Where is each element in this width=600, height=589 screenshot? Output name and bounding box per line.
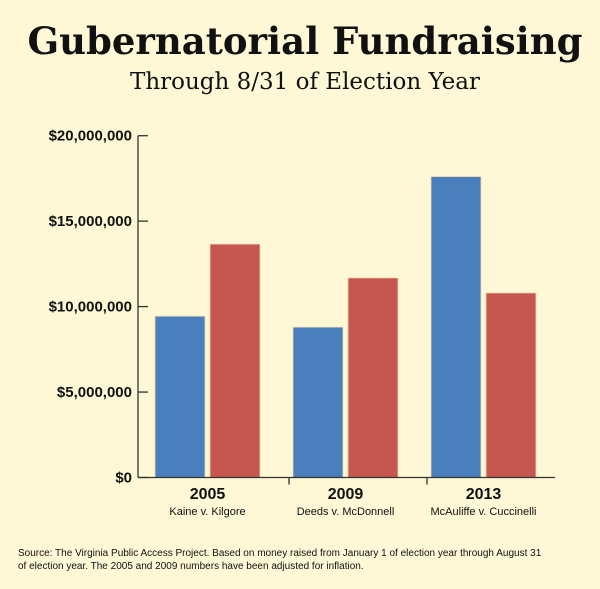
x-tick-label: 2013 [466,486,502,503]
y-tick-label: $0 [115,470,132,487]
bar-2005-democrat [154,315,206,478]
source-note-line-2: of election year. The 2005 and 2009 numb… [18,561,364,572]
bar-2013-democrat [430,176,482,478]
y-tick-label: $20,000,000 [49,128,132,145]
y-tick-label: $10,000,000 [49,299,132,316]
x-tick-sublabel: Deeds v. McDonnell [297,506,395,518]
x-tick-label: 2005 [190,486,226,503]
bar-2005-republican [209,243,261,478]
bar-2009-democrat [292,326,344,478]
y-tick-label: $15,000,000 [49,213,132,230]
bar-2009-republican [347,277,399,478]
y-tick-label: $5,000,000 [57,384,132,401]
bar-2013-republican [485,292,537,478]
x-tick-sublabel: Kaine v. Kilgore [169,506,245,518]
source-note-line-1: Source: The Virginia Public Access Proje… [18,548,542,559]
chart-title: Gubernatorial Fundraising [28,19,583,63]
chart-subtitle: Through 8/31 of Election Year [130,69,480,95]
x-tick-label: 2009 [328,486,364,503]
x-tick-sublabel: McAuliffe v. Cuccinelli [431,506,537,518]
